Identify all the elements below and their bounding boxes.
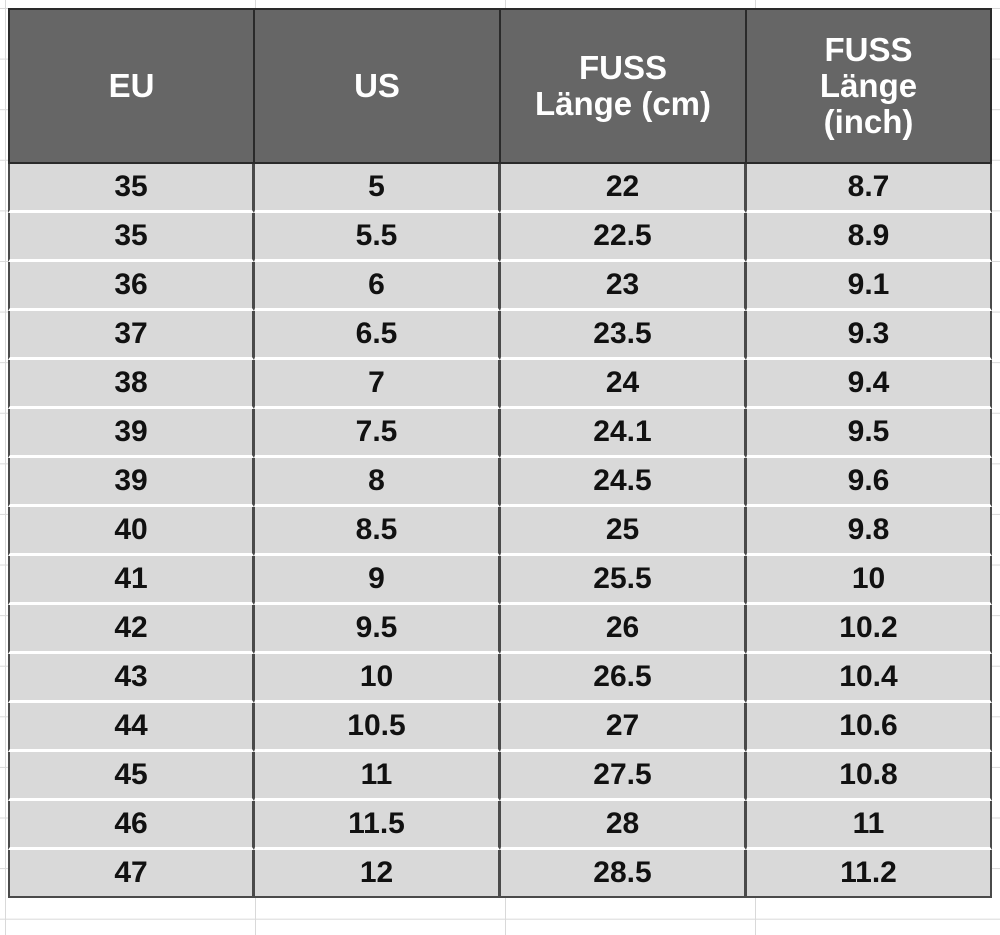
eu-cell: 46 xyxy=(8,801,254,850)
eu-cell: 41 xyxy=(8,556,254,605)
foot-length-inch-cell: 8.7 xyxy=(746,164,992,213)
header-us: US xyxy=(254,8,500,164)
header-eu: EU xyxy=(8,8,254,164)
foot-length-cm-cell: 24.1 xyxy=(500,409,746,458)
foot-length-inch-cell: 10.6 xyxy=(746,703,992,752)
foot-length-inch-cell: 9.6 xyxy=(746,458,992,507)
header-line: US xyxy=(354,67,400,104)
us-cell: 5.5 xyxy=(254,213,500,262)
foot-length-inch-cell: 9.8 xyxy=(746,507,992,556)
eu-cell: 39 xyxy=(8,458,254,507)
us-cell: 9.5 xyxy=(254,605,500,654)
foot-length-cm-cell: 25.5 xyxy=(500,556,746,605)
us-cell: 8 xyxy=(254,458,500,507)
table-row: 35 5.5 22.5 8.9 xyxy=(8,213,992,262)
foot-length-cm-cell: 27.5 xyxy=(500,752,746,801)
us-cell: 7.5 xyxy=(254,409,500,458)
header-line: FUSS xyxy=(824,31,913,68)
eu-cell: 42 xyxy=(8,605,254,654)
table-row: 38 7 24 9.4 xyxy=(8,360,992,409)
table-row: 40 8.5 25 9.8 xyxy=(8,507,992,556)
us-cell: 10.5 xyxy=(254,703,500,752)
table-row: 39 7.5 24.1 9.5 xyxy=(8,409,992,458)
foot-length-inch-cell: 10.2 xyxy=(746,605,992,654)
header-line: (inch) xyxy=(823,103,914,140)
eu-cell: 35 xyxy=(8,213,254,262)
foot-length-inch-cell: 9.4 xyxy=(746,360,992,409)
foot-length-inch-cell: 9.1 xyxy=(746,262,992,311)
header-line: FUSS xyxy=(578,49,667,86)
foot-length-cm-cell: 24.5 xyxy=(500,458,746,507)
eu-cell: 38 xyxy=(8,360,254,409)
table-row: 39 8 24.5 9.6 xyxy=(8,458,992,507)
foot-length-cm-cell: 23 xyxy=(500,262,746,311)
us-cell: 10 xyxy=(254,654,500,703)
foot-length-cm-cell: 25 xyxy=(500,507,746,556)
foot-length-inch-cell: 11.2 xyxy=(746,850,992,898)
us-cell: 7 xyxy=(254,360,500,409)
table-row: 37 6.5 23.5 9.3 xyxy=(8,311,992,360)
foot-length-cm-cell: 23.5 xyxy=(500,311,746,360)
foot-length-inch-cell: 11 xyxy=(746,801,992,850)
header-fuss-laenge-cm: FUSS Länge (cm) xyxy=(500,8,746,164)
foot-length-cm-cell: 24 xyxy=(500,360,746,409)
foot-length-cm-cell: 27 xyxy=(500,703,746,752)
eu-cell: 35 xyxy=(8,164,254,213)
eu-cell: 40 xyxy=(8,507,254,556)
us-cell: 6.5 xyxy=(254,311,500,360)
header-line: EU xyxy=(108,67,155,104)
foot-length-inch-cell: 9.5 xyxy=(746,409,992,458)
foot-length-inch-cell: 10.4 xyxy=(746,654,992,703)
foot-length-cm-cell: 26 xyxy=(500,605,746,654)
header-fuss-laenge-inch: FUSS Länge (inch) xyxy=(746,8,992,164)
foot-length-cm-cell: 22 xyxy=(500,164,746,213)
us-cell: 5 xyxy=(254,164,500,213)
table-row: 44 10.5 27 10.6 xyxy=(8,703,992,752)
eu-cell: 36 xyxy=(8,262,254,311)
foot-length-inch-cell: 10.8 xyxy=(746,752,992,801)
eu-cell: 45 xyxy=(8,752,254,801)
foot-length-inch-cell: 8.9 xyxy=(746,213,992,262)
foot-length-cm-cell: 22.5 xyxy=(500,213,746,262)
foot-length-cm-cell: 28.5 xyxy=(500,850,746,898)
table-header: EU US FUSS Länge (cm) FUSS Länge (inch) xyxy=(8,8,992,164)
eu-cell: 39 xyxy=(8,409,254,458)
table-row: 46 11.5 28 11 xyxy=(8,801,992,850)
foot-length-cm-cell: 28 xyxy=(500,801,746,850)
us-cell: 11.5 xyxy=(254,801,500,850)
shoe-size-table: EU US FUSS Länge (cm) FUSS Länge (inch) 35 5 22 8… xyxy=(8,8,992,898)
eu-cell: 47 xyxy=(8,850,254,898)
table-row: 36 6 23 9.1 xyxy=(8,262,992,311)
us-cell: 11 xyxy=(254,752,500,801)
table-row: 41 9 25.5 10 xyxy=(8,556,992,605)
header-row: EU US FUSS Länge (cm) FUSS Länge (inch) xyxy=(8,8,992,164)
eu-cell: 37 xyxy=(8,311,254,360)
us-cell: 12 xyxy=(254,850,500,898)
header-line: Länge xyxy=(819,67,918,104)
foot-length-inch-cell: 10 xyxy=(746,556,992,605)
table-row: 45 11 27.5 10.8 xyxy=(8,752,992,801)
table-row: 35 5 22 8.7 xyxy=(8,164,992,213)
us-cell: 6 xyxy=(254,262,500,311)
foot-length-cm-cell: 26.5 xyxy=(500,654,746,703)
us-cell: 8.5 xyxy=(254,507,500,556)
us-cell: 9 xyxy=(254,556,500,605)
eu-cell: 43 xyxy=(8,654,254,703)
table-row: 47 12 28.5 11.2 xyxy=(8,850,992,898)
header-line: Länge (cm) xyxy=(534,85,712,122)
table-body: 35 5 22 8.7 35 5.5 22.5 8.9 36 6 23 9.1 37 6.5 23.5 9.3… xyxy=(8,164,992,898)
table-row: 43 10 26.5 10.4 xyxy=(8,654,992,703)
table-row: 42 9.5 26 10.2 xyxy=(8,605,992,654)
eu-cell: 44 xyxy=(8,703,254,752)
foot-length-inch-cell: 9.3 xyxy=(746,311,992,360)
